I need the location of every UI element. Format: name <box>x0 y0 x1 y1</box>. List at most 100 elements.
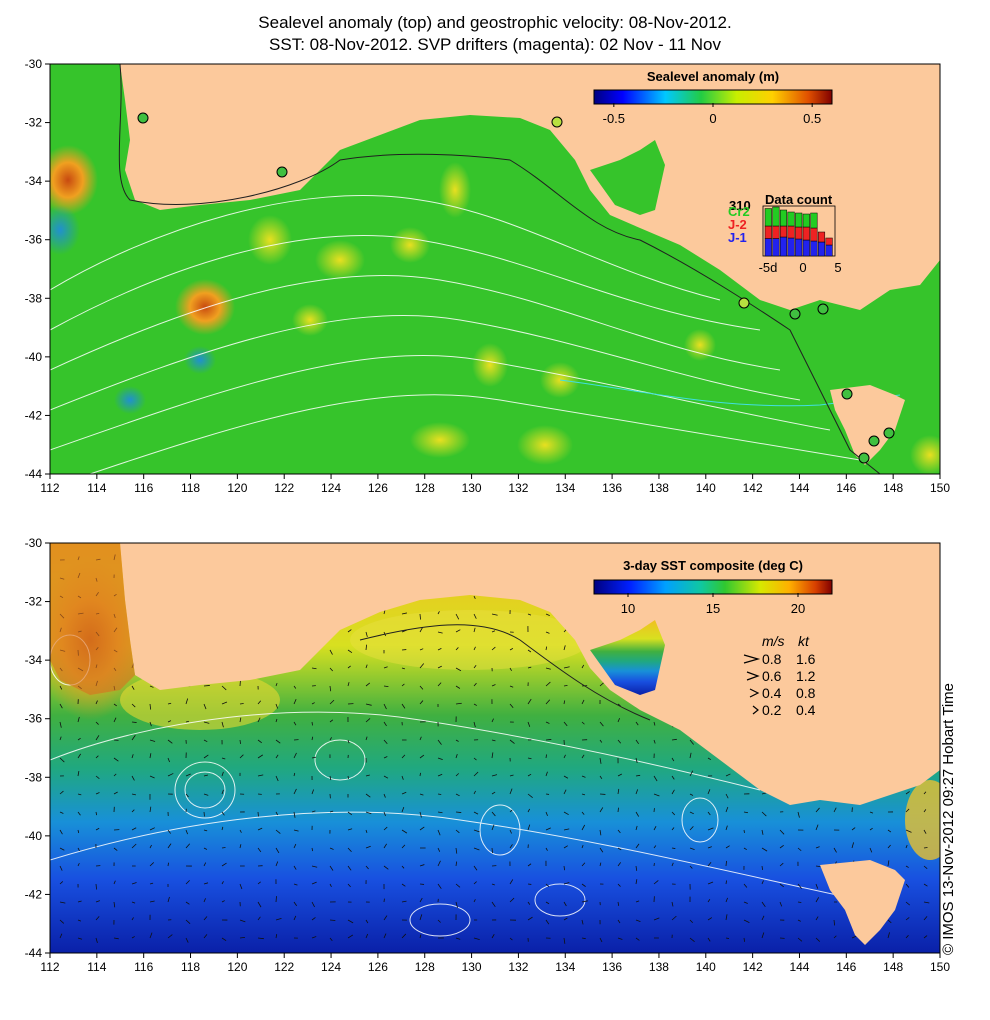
lat-tick-label: -30 <box>25 536 43 550</box>
velocity-arrow <box>473 847 480 851</box>
velocity-arrow <box>257 847 262 853</box>
velocity-arrow <box>599 721 604 727</box>
cyan-contour <box>559 379 901 407</box>
velocity-arrow <box>581 775 586 778</box>
velocity-arrow <box>545 739 552 741</box>
velocity-arrow <box>545 901 550 905</box>
velocity-arrow <box>617 847 622 851</box>
velocity-arrow <box>707 862 712 867</box>
velocity-arrow <box>887 844 891 849</box>
velocity-arrow <box>689 919 694 924</box>
velocity-arrow <box>527 649 532 653</box>
data-count-bar-cr2 <box>787 211 795 227</box>
velocity-arrow <box>419 627 424 633</box>
velocity-arrow <box>635 811 640 817</box>
velocity-arrow <box>815 865 821 868</box>
velocity-arrow <box>167 702 172 705</box>
velocity-arrow <box>509 879 514 885</box>
velocity-arrow <box>437 860 441 867</box>
velocity-arrow <box>563 789 567 795</box>
speed-legend-kt: 0.4 <box>796 702 816 718</box>
velocity-arrow <box>455 613 460 620</box>
lon-tick-label: 136 <box>602 960 622 974</box>
velocity-arrow <box>617 883 621 887</box>
velocity-arrow <box>419 811 422 818</box>
velocity-arrow <box>365 811 372 815</box>
velocity-arrow <box>725 845 730 849</box>
velocity-arrow <box>365 774 370 777</box>
speed-legend-kt: 1.2 <box>796 668 816 684</box>
velocity-arrow <box>833 807 837 813</box>
velocity-arrow <box>581 793 586 796</box>
velocity-arrow <box>365 644 367 651</box>
velocity-arrow <box>509 774 514 777</box>
lon-tick-label: 140 <box>696 481 716 495</box>
velocity-arrow <box>707 811 711 816</box>
velocity-arrow <box>293 811 296 818</box>
data-count-x-label: 5 <box>834 260 841 275</box>
velocity-arrow <box>725 897 728 903</box>
velocity-arrow <box>563 901 567 907</box>
velocity-arrow <box>419 793 424 796</box>
velocity-arrow <box>221 881 224 885</box>
velocity-arrow <box>779 862 784 867</box>
velocity-arrow <box>239 739 241 745</box>
velocity-arrow <box>491 811 496 817</box>
anomaly-blobs <box>50 145 940 474</box>
velocity-arrow <box>365 845 371 849</box>
velocity-arrow <box>203 739 208 743</box>
velocity-arrow <box>95 937 98 944</box>
velocity-arrow <box>113 791 118 795</box>
velocity-arrow <box>743 883 748 888</box>
satellite-label: J-2 <box>728 217 747 232</box>
velocity-arrow <box>275 917 282 921</box>
velocity-arrow <box>239 844 242 849</box>
velocity-arrow <box>131 901 136 904</box>
velocity-arrow <box>689 865 693 869</box>
velocity-arrow <box>203 754 209 759</box>
velocity-arrow <box>419 772 421 777</box>
velocity-arrow <box>401 844 406 849</box>
velocity-arrow <box>563 811 569 816</box>
velocity-arrow <box>167 757 170 763</box>
velocity-arrow <box>293 699 297 705</box>
velocity-arrow <box>779 901 783 907</box>
australia-land <box>50 64 940 465</box>
data-count-bar-j1 <box>825 244 833 257</box>
australia-land-bottom <box>50 543 940 945</box>
velocity-arrow <box>851 842 854 849</box>
velocity-arrow <box>473 682 477 687</box>
velocity-arrow <box>761 847 768 852</box>
velocity-arrow <box>275 754 279 759</box>
velocity-arrow <box>401 829 408 834</box>
data-count-bar-j1 <box>772 238 780 257</box>
velocity-arrow <box>923 901 930 904</box>
lon-tick-label: 130 <box>462 481 482 495</box>
velocity-arrow <box>725 793 729 799</box>
velocity-arrow <box>383 915 388 921</box>
velocity-arrow <box>311 847 314 852</box>
lon-tick-label: 128 <box>415 960 435 974</box>
lon-tick-label: 122 <box>274 960 294 974</box>
velocity-arrow <box>275 847 280 854</box>
velocity-arrow <box>437 811 443 814</box>
velocity-arrow <box>437 919 441 923</box>
velocity-arrow <box>383 610 386 615</box>
velocity-arrow <box>491 883 495 886</box>
velocity-arrow <box>329 667 333 672</box>
velocity-arrow <box>239 883 243 890</box>
lon-tick-label: 124 <box>321 960 341 974</box>
velocity-arrow <box>473 829 480 833</box>
velocity-arrow <box>59 865 63 871</box>
lat-tick-label: -40 <box>25 829 43 843</box>
velocity-arrow <box>545 827 551 831</box>
velocity-arrow <box>797 919 801 922</box>
velocity-arrow <box>149 685 154 688</box>
velocity-arrow <box>239 754 244 759</box>
velocity-arrow <box>185 773 191 777</box>
velocity-arrow <box>455 647 459 651</box>
velocity-arrow <box>473 937 480 941</box>
velocity-arrow <box>221 826 224 831</box>
velocity-arrow <box>653 775 658 782</box>
velocity-arrow <box>527 793 533 799</box>
